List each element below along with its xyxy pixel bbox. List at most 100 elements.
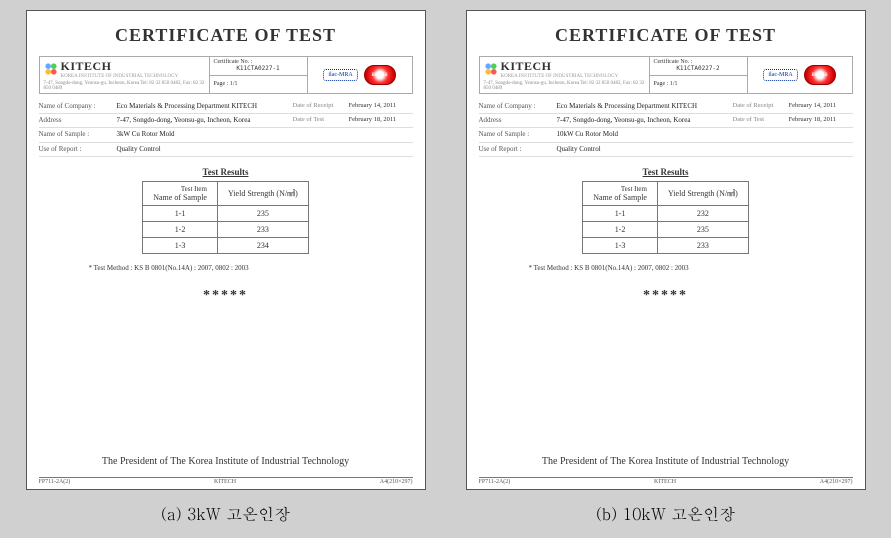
certificate-b: CERTIFICATE OF TEST KITECH KOREA INSTITU… bbox=[466, 10, 866, 490]
table-row: 1-3 234 bbox=[143, 237, 309, 253]
meta-block: Name of Company : Eco Materials & Proces… bbox=[479, 100, 853, 157]
address-label: Address bbox=[39, 115, 117, 126]
kolas-badge-icon: KOLAS bbox=[804, 65, 836, 85]
col-header: Yield Strength (N/㎟) bbox=[217, 181, 308, 205]
certificate-b-wrapper: CERTIFICATE OF TEST KITECH KOREA INSTITU… bbox=[466, 10, 866, 528]
col-header: Yield Strength (N/㎟) bbox=[657, 181, 748, 205]
sample-label: Name of Sample : bbox=[479, 129, 557, 140]
row-value: 233 bbox=[657, 237, 748, 253]
date-receipt-value: February 14, 2011 bbox=[789, 101, 837, 112]
use-value: Quality Control bbox=[117, 144, 413, 155]
results-title: Test Results bbox=[39, 167, 413, 177]
meta-block: Name of Company : Eco Materials & Proces… bbox=[39, 100, 413, 157]
date-receipt-value: February 14, 2011 bbox=[349, 101, 397, 112]
row-value: 234 bbox=[217, 237, 308, 253]
kolas-badge-icon: KOLAS bbox=[364, 65, 396, 85]
certno-value: K11CTA0227-2 bbox=[654, 65, 743, 72]
date-test-label: Date of Test bbox=[293, 115, 349, 126]
date-test-label: Date of Test bbox=[733, 115, 789, 126]
kitech-logo-icon bbox=[44, 62, 58, 76]
president-line: The President of The Korea Institute of … bbox=[27, 456, 425, 467]
certificate-a: CERTIFICATE OF TEST KITECH KOREA INSTITU… bbox=[26, 10, 426, 490]
footer: FP711-2A(2) KITECH A4(210×297) bbox=[479, 477, 853, 485]
header-row: KITECH KOREA INSTITUTE OF INDUSTRIAL TEC… bbox=[479, 56, 853, 94]
caption-a: (a) 3kW 고온인장 bbox=[161, 502, 290, 525]
table-row: 1-1 235 bbox=[143, 205, 309, 221]
logo-name: KITECH bbox=[501, 59, 619, 74]
badges-cell: ilac-MRA KOLAS bbox=[748, 57, 852, 93]
row-name: 1-1 bbox=[143, 205, 218, 221]
footer-center: KITECH bbox=[214, 479, 236, 485]
logo-subtitle: KOREA INSTITUTE OF INDUSTRIAL TECHNOLOGY bbox=[61, 74, 179, 79]
address-label: Address bbox=[479, 115, 557, 126]
sample-value: 3kW Cu Rotor Mold bbox=[117, 129, 413, 140]
caption-b: (b) 10kW 고온인장 bbox=[596, 502, 735, 525]
logo-address: 7-47, Songdo-dong, Yeonsu-gu, Incheon, K… bbox=[484, 81, 645, 92]
certno-cell: Certificate No. : K11CTA0227-1 Page : 1/… bbox=[210, 57, 308, 93]
row-value: 235 bbox=[217, 205, 308, 221]
row-name: 1-1 bbox=[583, 205, 658, 221]
ilac-badge-icon: ilac-MRA bbox=[323, 69, 357, 81]
footer-left: FP711-2A(2) bbox=[39, 479, 71, 485]
company-label: Name of Company : bbox=[39, 101, 117, 112]
president-line: The President of The Korea Institute of … bbox=[467, 456, 865, 467]
corner-top: Test Item bbox=[153, 185, 207, 193]
company-value: Eco Materials & Processing Department KI… bbox=[557, 101, 733, 112]
certno-cell: Certificate No. : K11CTA0227-2 Page : 1/… bbox=[650, 57, 748, 93]
company-label: Name of Company : bbox=[479, 101, 557, 112]
table-row: 1-3 233 bbox=[583, 237, 749, 253]
table-row: 1-2 233 bbox=[143, 221, 309, 237]
kitech-logo-icon bbox=[484, 62, 498, 76]
test-method: * Test Method : KS B 0801(No.14A) : 2007… bbox=[529, 264, 853, 272]
stars: ***** bbox=[39, 288, 413, 304]
certno-value: K11CTA0227-1 bbox=[214, 65, 303, 72]
badges-cell: ilac-MRA KOLAS bbox=[308, 57, 412, 93]
row-name: 1-3 bbox=[583, 237, 658, 253]
logo-subtitle: KOREA INSTITUTE OF INDUSTRIAL TECHNOLOGY bbox=[501, 74, 619, 79]
table-row: 1-1 232 bbox=[583, 205, 749, 221]
header-row: KITECH KOREA INSTITUTE OF INDUSTRIAL TEC… bbox=[39, 56, 413, 94]
results-table: Test Item Name of Sample Yield Strength … bbox=[142, 181, 309, 254]
logo-address: 7-47, Songdo-dong, Yeonsu-gu, Incheon, K… bbox=[44, 81, 205, 92]
ilac-badge-icon: ilac-MRA bbox=[763, 69, 797, 81]
logo-cell: KITECH KOREA INSTITUTE OF INDUSTRIAL TEC… bbox=[480, 57, 650, 93]
results-table: Test Item Name of Sample Yield Strength … bbox=[582, 181, 749, 254]
sample-value: 10kW Cu Rotor Mold bbox=[557, 129, 853, 140]
row-value: 232 bbox=[657, 205, 748, 221]
page-label: Page : bbox=[214, 81, 229, 87]
corner-bottom: Name of Sample bbox=[153, 193, 207, 202]
use-value: Quality Control bbox=[557, 144, 853, 155]
row-name: 1-2 bbox=[583, 221, 658, 237]
corner-top: Test Item bbox=[593, 185, 647, 193]
logo-name: KITECH bbox=[61, 59, 179, 74]
date-receipt-label: Date of Receipt bbox=[293, 101, 349, 112]
address-value: 7-47, Songdo-dong, Yeonsu-gu, Incheon, K… bbox=[117, 115, 293, 126]
row-name: 1-2 bbox=[143, 221, 218, 237]
corner-bottom: Name of Sample bbox=[593, 193, 647, 202]
company-value: Eco Materials & Processing Department KI… bbox=[117, 101, 293, 112]
page-value: 1/1 bbox=[230, 81, 238, 87]
page-value: 1/1 bbox=[670, 81, 678, 87]
title: CERTIFICATE OF TEST bbox=[39, 25, 413, 46]
footer-right: A4(210×297) bbox=[380, 479, 413, 485]
footer-center: KITECH bbox=[654, 479, 676, 485]
title: CERTIFICATE OF TEST bbox=[479, 25, 853, 46]
page-label: Page : bbox=[654, 81, 669, 87]
test-method: * Test Method : KS B 0801(No.14A) : 2007… bbox=[89, 264, 413, 272]
use-label: Use of Report : bbox=[39, 144, 117, 155]
date-receipt-label: Date of Receipt bbox=[733, 101, 789, 112]
date-test-value: February 18, 2011 bbox=[349, 115, 397, 126]
footer-left: FP711-2A(2) bbox=[479, 479, 511, 485]
address-value: 7-47, Songdo-dong, Yeonsu-gu, Incheon, K… bbox=[557, 115, 733, 126]
results-title: Test Results bbox=[479, 167, 853, 177]
sample-label: Name of Sample : bbox=[39, 129, 117, 140]
certificate-a-wrapper: CERTIFICATE OF TEST KITECH KOREA INSTITU… bbox=[26, 10, 426, 528]
footer-right: A4(210×297) bbox=[820, 479, 853, 485]
date-test-value: February 18, 2011 bbox=[789, 115, 837, 126]
row-name: 1-3 bbox=[143, 237, 218, 253]
stars: ***** bbox=[479, 288, 853, 304]
row-value: 233 bbox=[217, 221, 308, 237]
footer: FP711-2A(2) KITECH A4(210×297) bbox=[39, 477, 413, 485]
logo-cell: KITECH KOREA INSTITUTE OF INDUSTRIAL TEC… bbox=[40, 57, 210, 93]
use-label: Use of Report : bbox=[479, 144, 557, 155]
